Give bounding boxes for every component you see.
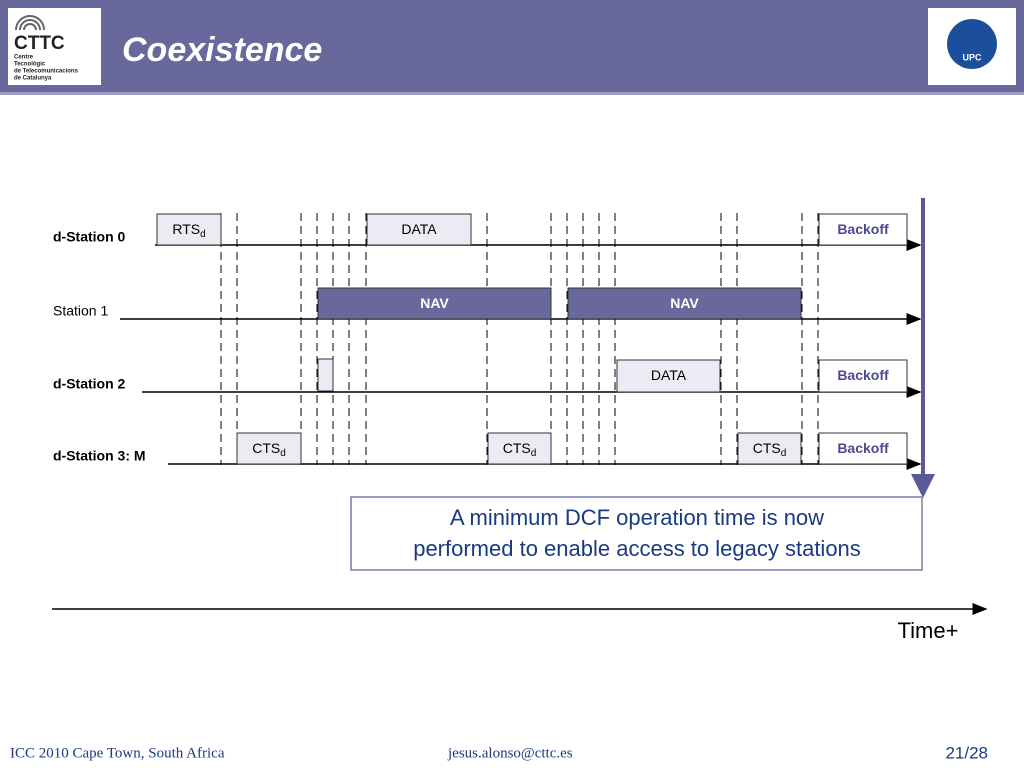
frame — [156, 213, 222, 246]
frame-label: DATA — [401, 221, 437, 237]
frame-subscript: d — [200, 229, 206, 240]
frame — [737, 432, 802, 465]
station-label: Station 1 — [53, 303, 108, 319]
frame-name: Backoff — [837, 367, 889, 383]
logo-subtitle: Centre — [14, 55, 34, 61]
frame-label: Backoff — [837, 367, 889, 383]
header-rule — [0, 92, 1024, 95]
logo-name: CTTC — [14, 33, 65, 54]
frame — [616, 359, 721, 393]
frame-label: CTSd — [753, 440, 787, 459]
frame-label: NAV — [420, 295, 449, 311]
nav-frame — [317, 287, 552, 320]
frame-name: Backoff — [837, 221, 889, 237]
frame-name: DATA — [401, 221, 437, 237]
station-label: d-Station 3: M — [53, 448, 146, 464]
logo-left — [8, 8, 101, 85]
note-box — [350, 496, 923, 571]
frame — [818, 213, 908, 246]
frame-label: Backoff — [837, 221, 889, 237]
station-label: d-Station 0 — [53, 229, 126, 245]
footer-page: 21/28 — [945, 743, 988, 762]
logo-arcs — [15, 15, 45, 31]
frame-subscript: d — [280, 448, 286, 459]
frame-name: Backoff — [837, 440, 889, 456]
nav-frame — [567, 287, 802, 320]
frame-name: CTS — [503, 440, 531, 456]
frame — [366, 213, 472, 246]
frame-label: CTSd — [503, 440, 537, 459]
empty-frame — [317, 358, 334, 392]
frame-name: NAV — [670, 295, 699, 311]
frame — [818, 432, 908, 465]
logo-subtitle: de Telecomunicacions — [14, 69, 79, 75]
frame — [818, 359, 908, 393]
frame-label: RTSd — [172, 221, 205, 240]
frame-subscript: d — [531, 448, 537, 459]
upc-emblem — [947, 19, 997, 69]
frame-name: RTS — [172, 221, 200, 237]
frame — [236, 432, 302, 465]
station-label: d-Station 2 — [53, 376, 126, 392]
frame-name: CTS — [252, 440, 280, 456]
time-label: Time+ — [898, 618, 959, 643]
frame-label: NAV — [670, 295, 699, 311]
frame-name: DATA — [651, 367, 687, 383]
frame-label: DATA — [651, 367, 687, 383]
frame-label: CTSd — [252, 440, 286, 459]
frame — [487, 432, 552, 465]
footer-email: jesus.alonso@cttc.es — [447, 745, 573, 761]
frame-subscript: d — [781, 448, 787, 459]
logo-right-name: UPC — [962, 52, 982, 62]
logo-subtitle: Tecnològic — [14, 62, 46, 68]
logo-subtitle: de Catalunya — [14, 76, 52, 82]
slide-title: Coexistence — [122, 31, 322, 69]
frame-name: NAV — [420, 295, 449, 311]
frame-label: Backoff — [837, 440, 889, 456]
footer-event: ICC 2010 Cape Town, South Africa — [10, 745, 225, 761]
note-line: A minimum DCF operation time is now — [450, 505, 824, 530]
header-band — [0, 0, 1024, 92]
frame-name: CTS — [753, 440, 781, 456]
note-line: performed to enable access to legacy sta… — [413, 536, 861, 561]
